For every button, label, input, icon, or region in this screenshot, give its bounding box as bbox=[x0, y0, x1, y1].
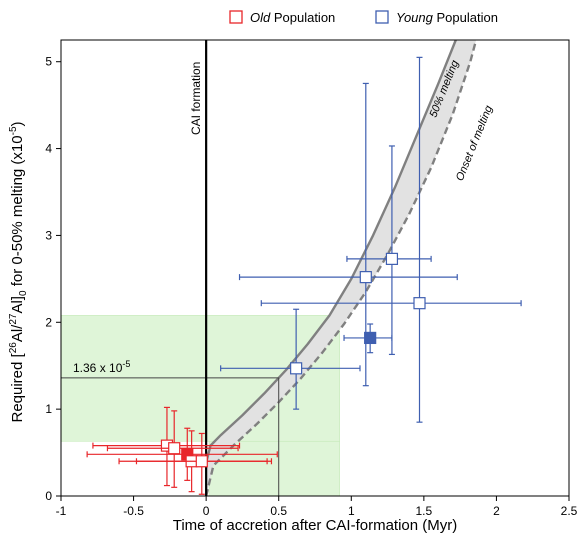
data-point-young-3 bbox=[413, 297, 426, 310]
series-old bbox=[86, 406, 278, 495]
reference-line-label-main: 1.36 x 10 bbox=[73, 361, 123, 375]
series-young bbox=[220, 56, 522, 423]
y-tick-label: 2 bbox=[45, 315, 52, 329]
y-axis-label-part: for 0-50% melting (x10 bbox=[9, 135, 26, 290]
curve-fifty-percent-melting bbox=[204, 39, 457, 464]
y-axis-label-part: 27 bbox=[8, 313, 19, 325]
legend-label-rest: Population bbox=[433, 10, 498, 25]
data-series bbox=[86, 56, 522, 495]
legend-label-young: Young Population bbox=[396, 10, 498, 25]
x-tick-label: 1.5 bbox=[416, 504, 433, 518]
curve-onset-of-melting bbox=[204, 39, 478, 497]
y-axis-label-part: Required [ bbox=[9, 352, 26, 422]
melting-band-fill bbox=[206, 40, 477, 496]
cai-formation-label: CAI formation bbox=[189, 62, 203, 135]
data-point-young-4 bbox=[364, 331, 377, 345]
legend-label-italic: Old bbox=[250, 10, 271, 25]
y-axis-label-part: -5 bbox=[8, 126, 19, 135]
x-tick-label: -1 bbox=[56, 504, 67, 518]
x-tick-label: 1 bbox=[348, 504, 355, 518]
reference-line-label: 1.36 x 10-5 bbox=[73, 359, 130, 375]
x-tick-label: 2.5 bbox=[561, 504, 578, 518]
y-tick-label: 5 bbox=[45, 55, 52, 69]
y-tick-label: 3 bbox=[45, 228, 52, 242]
x-tick-label: 0.5 bbox=[270, 504, 287, 518]
data-point-old-4 bbox=[195, 455, 208, 468]
plot-frame bbox=[60, 39, 570, 497]
y-tick-label: 0 bbox=[45, 489, 52, 503]
y-axis-label-part: 0 bbox=[18, 290, 29, 296]
y-tick-label: 1 bbox=[45, 402, 52, 416]
melting-band bbox=[204, 39, 478, 497]
data-point-old-2 bbox=[168, 442, 181, 455]
legend-marker-young bbox=[375, 10, 389, 24]
reference-lines bbox=[61, 377, 280, 496]
legend-label-old: Old Population bbox=[250, 10, 335, 25]
curve-label-onset: Onset of melting bbox=[454, 103, 495, 183]
y-axis-label-part: ) bbox=[9, 121, 26, 126]
legend-marker-old bbox=[229, 10, 243, 24]
data-point-young-1 bbox=[359, 271, 372, 284]
green-region-1 bbox=[208, 440, 340, 497]
x-axis-label: Time of accretion after CAI-formation (M… bbox=[173, 517, 458, 534]
shaded-regions bbox=[60, 315, 340, 497]
x-tick-label: 0 bbox=[203, 504, 210, 518]
y-axis-label-part: Al/ bbox=[9, 324, 26, 342]
axes: -1 -0.5 0 0.5 1 1.5 2 2.5 0 1 2 3 4 5 bbox=[45, 55, 577, 518]
legend-label-italic: Young bbox=[396, 10, 434, 25]
x-tick-label: 2 bbox=[493, 504, 500, 518]
y-axis-label-part: 26 bbox=[8, 342, 19, 354]
data-point-young-2 bbox=[385, 252, 399, 265]
y-axis-label: Required [26Al/27Al]0 for 0-50% melting … bbox=[8, 121, 29, 422]
data-point-young-0 bbox=[290, 362, 303, 375]
legend-label-rest: Population bbox=[270, 10, 335, 25]
y-axis-label-part: Al] bbox=[9, 296, 26, 314]
y-tick-label: 4 bbox=[45, 142, 52, 156]
legend: Old Population Young Population bbox=[229, 10, 498, 25]
reference-line-label-exponent: -5 bbox=[122, 359, 130, 369]
x-tick-label: -0.5 bbox=[123, 504, 144, 518]
